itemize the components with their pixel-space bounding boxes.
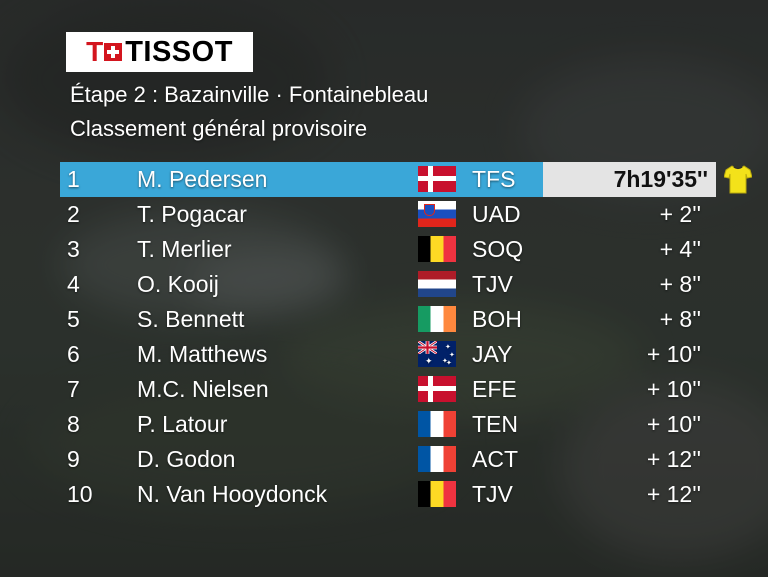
standings-row: 4 O. Kooij TJV + 8'' bbox=[0, 267, 768, 302]
time-gap: + 12'' bbox=[646, 446, 701, 472]
standings-row: 8 P. Latour TEN + 10'' bbox=[0, 407, 768, 442]
rider-name: N. Van Hooydonck bbox=[137, 481, 328, 507]
standings-row-leader: 1 M. Pedersen TFS 7h19'35'' bbox=[0, 162, 768, 197]
time-gap: + 10'' bbox=[646, 341, 701, 367]
rank: 7 bbox=[67, 376, 80, 402]
rank: 6 bbox=[67, 341, 80, 367]
time-gap: + 2'' bbox=[659, 201, 701, 227]
leader-time-box bbox=[543, 162, 716, 197]
overall-time: 7h19'35'' bbox=[613, 166, 708, 192]
rider-name: M. Pedersen bbox=[137, 166, 268, 192]
team-code: EFE bbox=[472, 376, 517, 402]
leader-highlight-bar bbox=[60, 162, 543, 197]
denmark-flag-icon bbox=[418, 166, 456, 192]
rider-name: T. Merlier bbox=[137, 236, 232, 262]
rider-name: M.C. Nielsen bbox=[137, 376, 269, 402]
rider-name: S. Bennett bbox=[137, 306, 245, 332]
slovenia-flag-icon bbox=[418, 201, 456, 227]
tissot-cross-mark-icon: T bbox=[86, 38, 123, 66]
team-code: SOQ bbox=[472, 236, 524, 262]
standings-row: 6 M. Matthews ✦ ✦ ✦ ✦ ✦ JAY + 10'' bbox=[0, 337, 768, 372]
tissot-logo: T TISSOT bbox=[66, 32, 253, 72]
rank: 4 bbox=[67, 271, 80, 297]
standings-row: 3 T. Merlier SOQ + 4'' bbox=[0, 232, 768, 267]
rider-name: O. Kooij bbox=[137, 271, 219, 297]
team-code: TEN bbox=[472, 411, 518, 437]
ireland-flag-icon bbox=[418, 306, 456, 332]
rider-name: T. Pogacar bbox=[137, 201, 247, 227]
time-gap: + 8'' bbox=[659, 306, 701, 332]
time-gap: + 10'' bbox=[646, 376, 701, 402]
team-code: TJV bbox=[472, 271, 513, 297]
rank: 8 bbox=[67, 411, 80, 437]
rank: 2 bbox=[67, 201, 80, 227]
netherlands-flag-icon bbox=[418, 271, 456, 297]
rank: 5 bbox=[67, 306, 80, 332]
france-flag-icon bbox=[418, 411, 456, 437]
time-gap: + 4'' bbox=[659, 236, 701, 262]
rank: 10 bbox=[67, 481, 93, 507]
australia-flag-icon: ✦ ✦ ✦ ✦ ✦ bbox=[418, 341, 456, 367]
team-code: JAY bbox=[472, 341, 513, 367]
belgium-flag-icon bbox=[418, 236, 456, 262]
logo-text: TISSOT bbox=[125, 35, 233, 68]
team-code: ACT bbox=[472, 446, 518, 472]
rider-name: D. Godon bbox=[137, 446, 236, 472]
team-code: BOH bbox=[472, 306, 522, 332]
standings-row: 5 S. Bennett BOH + 8'' bbox=[0, 302, 768, 337]
standings-row: 2 T. Pogacar UAD + 2'' bbox=[0, 197, 768, 232]
rider-name: P. Latour bbox=[137, 411, 228, 437]
rank: 9 bbox=[67, 446, 80, 472]
time-gap: + 8'' bbox=[659, 271, 701, 297]
rank: 3 bbox=[67, 236, 80, 262]
france-flag-icon bbox=[418, 446, 456, 472]
yellow-jersey-icon bbox=[724, 165, 752, 194]
denmark-flag-icon bbox=[418, 376, 456, 402]
standings-row: 10 N. Van Hooydonck TJV + 12'' bbox=[0, 477, 768, 512]
standings-row: 9 D. Godon ACT + 12'' bbox=[0, 442, 768, 477]
classification-title: Classement général provisoire bbox=[70, 116, 368, 141]
time-gap: + 12'' bbox=[646, 481, 701, 507]
belgium-flag-icon bbox=[418, 481, 456, 507]
stage-title: Étape 2 : Bazainville · Fontainebleau bbox=[70, 82, 429, 107]
rider-name: M. Matthews bbox=[137, 341, 268, 367]
team-code: TJV bbox=[472, 481, 513, 507]
team-code: UAD bbox=[472, 201, 521, 227]
time-gap: + 10'' bbox=[646, 411, 701, 437]
team-code: TFS bbox=[472, 166, 516, 192]
standings-row: 7 M.C. Nielsen EFE + 10'' bbox=[0, 372, 768, 407]
rank: 1 bbox=[67, 166, 80, 192]
